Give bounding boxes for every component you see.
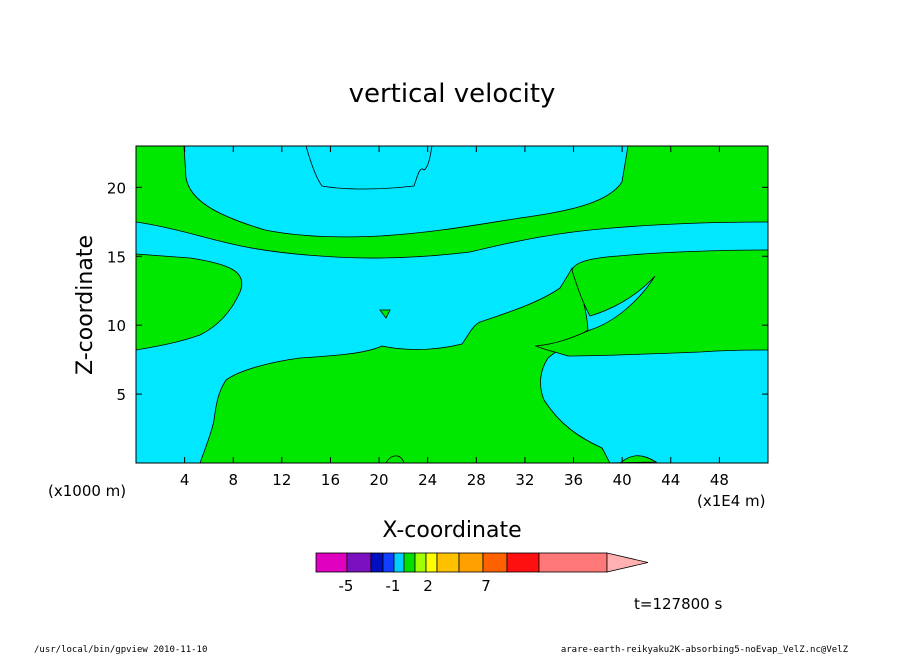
- x-tick-label: 44: [661, 471, 680, 489]
- chart-title: vertical velocity: [349, 79, 556, 109]
- plot-area: [135, 145, 769, 464]
- colorbar: -5 -1 2 7: [315, 552, 649, 595]
- x-tick-label: 20: [370, 471, 389, 489]
- y-axis-label: Z-coordinate: [73, 235, 98, 375]
- footer-left: /usr/local/bin/gpview 2010-11-10: [34, 645, 207, 654]
- x-tick-label: 16: [321, 471, 340, 489]
- colorbar-arrow: [606, 552, 649, 573]
- x-tick-label: 28: [467, 471, 486, 489]
- x-tick-label: 36: [564, 471, 583, 489]
- y-tick-label: 15: [107, 248, 126, 266]
- y-tick-label: 10: [107, 317, 126, 335]
- contour-region-left: [136, 253, 243, 351]
- colorbar-cell: [315, 552, 348, 573]
- contour-region-bottom: [199, 266, 658, 463]
- x-tick-label: 40: [613, 471, 632, 489]
- y-axis-unit: (x1000 m): [48, 482, 126, 500]
- x-axis: 4 8 12 16 20 24 28 32 36 40 44 48: [180, 146, 729, 489]
- colorbar-cell: [403, 552, 416, 573]
- colorbar-cell: [414, 552, 427, 573]
- colorbar-label: 7: [481, 577, 491, 595]
- x-axis-label: X-coordinate: [382, 518, 521, 543]
- y-axis: 5 10 15 20: [107, 179, 768, 404]
- colorbar-cell: [506, 552, 540, 573]
- colorbar-cell: [393, 552, 405, 573]
- x-tick-label: 24: [418, 471, 437, 489]
- footer-right: arare-earth-reikyaku2K-absorbing5-noEvap…: [561, 645, 849, 654]
- colorbar-cell: [425, 552, 438, 573]
- y-tick-label: 5: [116, 386, 126, 404]
- y-tick-label: 20: [107, 179, 126, 197]
- colorbar-cell: [482, 552, 508, 573]
- contour-region-small-island: [379, 309, 391, 319]
- contour-region-top-band: [136, 146, 768, 259]
- time-label: t=127800 s: [634, 595, 722, 613]
- x-tick-label: 8: [228, 471, 238, 489]
- x-tick-label: 48: [710, 471, 729, 489]
- colorbar-cell: [370, 552, 384, 573]
- colorbar-cell: [436, 552, 460, 573]
- colorbar-cell: [538, 552, 608, 573]
- x-tick-label: 32: [515, 471, 534, 489]
- plot-frame: [135, 145, 769, 464]
- x-tick-label: 12: [272, 471, 291, 489]
- contour-region-top-small: [305, 146, 433, 190]
- colorbar-cell: [346, 552, 372, 573]
- x-axis-unit: (x1E4 m): [697, 492, 766, 510]
- colorbar-label: -5: [339, 577, 354, 595]
- contour-region-right: [534, 249, 768, 357]
- x-tick-label: 4: [180, 471, 190, 489]
- colorbar-label: -1: [386, 577, 401, 595]
- colorbar-cell: [382, 552, 395, 573]
- colorbar-label: 2: [423, 577, 433, 595]
- colorbar-cell: [458, 552, 484, 573]
